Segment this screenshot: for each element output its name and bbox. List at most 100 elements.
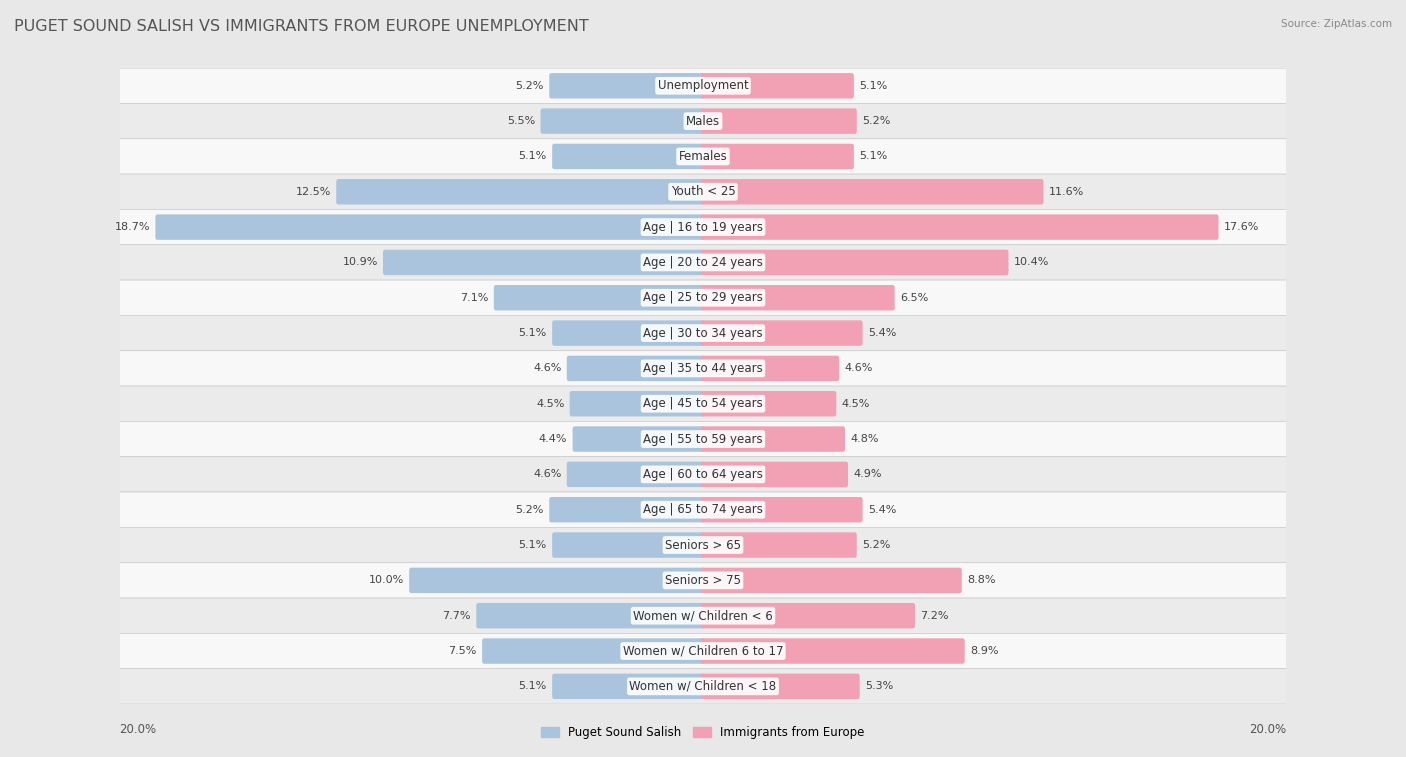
Text: Age | 20 to 24 years: Age | 20 to 24 years [643, 256, 763, 269]
Text: 5.2%: 5.2% [862, 116, 890, 126]
Text: 5.1%: 5.1% [519, 328, 547, 338]
Text: Women w/ Children 6 to 17: Women w/ Children 6 to 17 [623, 644, 783, 658]
Text: Women w/ Children < 6: Women w/ Children < 6 [633, 609, 773, 622]
FancyBboxPatch shape [702, 391, 837, 416]
Text: 4.5%: 4.5% [536, 399, 564, 409]
FancyBboxPatch shape [120, 245, 1286, 280]
Text: 4.4%: 4.4% [538, 434, 568, 444]
FancyBboxPatch shape [120, 174, 1286, 210]
Text: Unemployment: Unemployment [658, 79, 748, 92]
Text: Youth < 25: Youth < 25 [671, 185, 735, 198]
FancyBboxPatch shape [702, 638, 965, 664]
Text: 12.5%: 12.5% [295, 187, 330, 197]
FancyBboxPatch shape [702, 532, 856, 558]
FancyBboxPatch shape [702, 108, 856, 134]
FancyBboxPatch shape [120, 68, 1286, 104]
FancyBboxPatch shape [120, 104, 1286, 139]
Text: 18.7%: 18.7% [115, 222, 150, 232]
Text: 17.6%: 17.6% [1223, 222, 1260, 232]
FancyBboxPatch shape [702, 320, 863, 346]
Text: 4.8%: 4.8% [851, 434, 879, 444]
FancyBboxPatch shape [567, 356, 704, 381]
Text: 4.6%: 4.6% [533, 469, 561, 479]
FancyBboxPatch shape [702, 144, 853, 169]
Text: 4.9%: 4.9% [853, 469, 882, 479]
FancyBboxPatch shape [120, 139, 1286, 174]
Text: Women w/ Children < 18: Women w/ Children < 18 [630, 680, 776, 693]
FancyBboxPatch shape [550, 73, 704, 98]
FancyBboxPatch shape [553, 674, 704, 699]
FancyBboxPatch shape [572, 426, 704, 452]
FancyBboxPatch shape [702, 568, 962, 593]
FancyBboxPatch shape [702, 285, 894, 310]
FancyBboxPatch shape [569, 391, 704, 416]
Text: Age | 35 to 44 years: Age | 35 to 44 years [643, 362, 763, 375]
Text: 5.5%: 5.5% [508, 116, 536, 126]
FancyBboxPatch shape [553, 320, 704, 346]
Text: Age | 55 to 59 years: Age | 55 to 59 years [643, 432, 763, 446]
FancyBboxPatch shape [553, 144, 704, 169]
FancyBboxPatch shape [382, 250, 704, 275]
Text: Age | 65 to 74 years: Age | 65 to 74 years [643, 503, 763, 516]
FancyBboxPatch shape [702, 674, 859, 699]
Text: 10.4%: 10.4% [1014, 257, 1049, 267]
FancyBboxPatch shape [120, 422, 1286, 456]
Text: 5.4%: 5.4% [868, 328, 896, 338]
Text: 5.1%: 5.1% [859, 151, 887, 161]
FancyBboxPatch shape [482, 638, 704, 664]
FancyBboxPatch shape [120, 528, 1286, 562]
Text: 4.6%: 4.6% [533, 363, 561, 373]
FancyBboxPatch shape [553, 532, 704, 558]
Text: 11.6%: 11.6% [1049, 187, 1084, 197]
FancyBboxPatch shape [702, 250, 1008, 275]
FancyBboxPatch shape [702, 356, 839, 381]
FancyBboxPatch shape [702, 497, 863, 522]
Text: 20.0%: 20.0% [1250, 723, 1286, 736]
FancyBboxPatch shape [550, 497, 704, 522]
FancyBboxPatch shape [120, 350, 1286, 386]
FancyBboxPatch shape [156, 214, 704, 240]
FancyBboxPatch shape [494, 285, 704, 310]
Text: 5.2%: 5.2% [516, 505, 544, 515]
FancyBboxPatch shape [120, 316, 1286, 350]
Text: 5.2%: 5.2% [862, 540, 890, 550]
FancyBboxPatch shape [120, 456, 1286, 492]
Text: 4.6%: 4.6% [845, 363, 873, 373]
Text: 5.2%: 5.2% [516, 81, 544, 91]
Text: Age | 45 to 54 years: Age | 45 to 54 years [643, 397, 763, 410]
FancyBboxPatch shape [702, 179, 1043, 204]
Text: Source: ZipAtlas.com: Source: ZipAtlas.com [1281, 19, 1392, 29]
Legend: Puget Sound Salish, Immigrants from Europe: Puget Sound Salish, Immigrants from Euro… [537, 721, 869, 743]
Text: 5.1%: 5.1% [859, 81, 887, 91]
Text: Seniors > 65: Seniors > 65 [665, 538, 741, 552]
FancyBboxPatch shape [120, 562, 1286, 598]
Text: 7.1%: 7.1% [460, 293, 488, 303]
Text: 5.1%: 5.1% [519, 681, 547, 691]
FancyBboxPatch shape [120, 280, 1286, 316]
FancyBboxPatch shape [477, 603, 704, 628]
FancyBboxPatch shape [120, 598, 1286, 634]
Text: 6.5%: 6.5% [900, 293, 928, 303]
Text: 5.3%: 5.3% [865, 681, 893, 691]
Text: 7.2%: 7.2% [921, 611, 949, 621]
FancyBboxPatch shape [567, 462, 704, 487]
Text: 7.5%: 7.5% [449, 646, 477, 656]
Text: 8.8%: 8.8% [967, 575, 995, 585]
FancyBboxPatch shape [702, 73, 853, 98]
FancyBboxPatch shape [120, 668, 1286, 704]
FancyBboxPatch shape [702, 426, 845, 452]
Text: 10.9%: 10.9% [342, 257, 378, 267]
Text: 7.7%: 7.7% [443, 611, 471, 621]
Text: Age | 30 to 34 years: Age | 30 to 34 years [643, 326, 763, 340]
Text: Seniors > 75: Seniors > 75 [665, 574, 741, 587]
FancyBboxPatch shape [120, 210, 1286, 245]
FancyBboxPatch shape [702, 214, 1219, 240]
FancyBboxPatch shape [702, 603, 915, 628]
FancyBboxPatch shape [409, 568, 704, 593]
Text: Males: Males [686, 114, 720, 128]
Text: 10.0%: 10.0% [368, 575, 404, 585]
Text: Age | 16 to 19 years: Age | 16 to 19 years [643, 220, 763, 234]
Text: 4.5%: 4.5% [842, 399, 870, 409]
Text: Females: Females [679, 150, 727, 163]
FancyBboxPatch shape [540, 108, 704, 134]
